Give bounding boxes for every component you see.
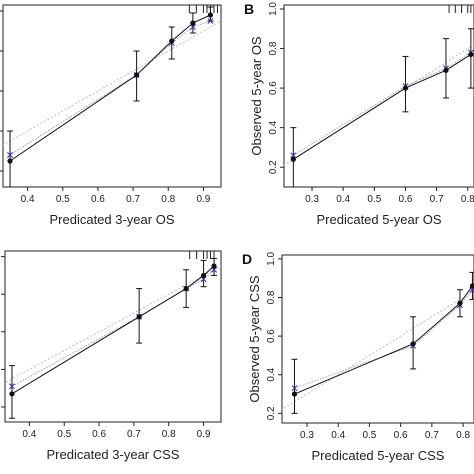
x-tick-label: 0.7 xyxy=(127,429,141,440)
y-tick-label: 0.2 xyxy=(268,160,279,174)
observed-point xyxy=(443,67,449,73)
x-tick-label: 0.8 xyxy=(456,430,470,441)
y-tick-label: 0.4 xyxy=(266,367,277,381)
observed-point xyxy=(183,285,189,292)
observed-point xyxy=(7,158,13,164)
x-tick-label: 0.9 xyxy=(196,194,210,205)
x-tick-label: 0.6 xyxy=(394,430,408,441)
observed-point xyxy=(134,72,140,78)
x-tick-label: 0.4 xyxy=(331,430,345,441)
plot-frame xyxy=(283,4,474,188)
observed-point xyxy=(468,51,474,58)
plot-frame xyxy=(2,4,222,188)
y-tick-label: 1.0 xyxy=(268,2,279,16)
observed-point xyxy=(457,300,463,306)
bias-corrected-point xyxy=(200,276,207,283)
bias-corrected-line xyxy=(11,269,215,387)
x-axis-title: Predicated 3-year OS xyxy=(49,212,174,227)
observed-line xyxy=(293,54,472,160)
observed-line xyxy=(11,265,215,395)
panel-d-5-year-css: 0.3 0.4 0.5 0.6 0.7 0.8 0.2 0.4 0.6 0.8 1.0 Predica… xyxy=(242,251,474,463)
observed-point xyxy=(469,283,474,289)
observed-point xyxy=(291,391,298,397)
x-tick-label: 0.8 xyxy=(461,194,474,205)
x-tick-label: 0.4 xyxy=(21,194,35,205)
x-tick-label: 0.3 xyxy=(305,194,319,205)
ideal-reference-line xyxy=(3,20,221,146)
plot-frame xyxy=(281,254,474,424)
x-tick-label: 0.5 xyxy=(57,429,71,440)
panel-a-3-year-os: 0.4 0.5 0.6 0.7 0.8 0.9 Predicated 3-year OS xyxy=(0,4,222,227)
panel-c-3-year-css: 0.4 0.5 0.6 0.7 0.8 0.9 Predicated 3-year CSS xyxy=(1,250,222,462)
x-tick-label: 0.8 xyxy=(162,429,176,440)
bias-corrected-point xyxy=(8,383,15,390)
bias-corrected-point xyxy=(207,18,214,24)
plot-area xyxy=(5,251,221,419)
bias-corrected-point xyxy=(290,152,297,159)
panel-letter: B xyxy=(244,1,254,17)
y-axis-title: Observed 5-year OS xyxy=(249,36,264,156)
plot-area xyxy=(284,5,474,187)
x-tick-label: 0.7 xyxy=(425,430,439,441)
observed-point xyxy=(9,391,15,397)
observed-point xyxy=(410,341,416,347)
x-tick-label: 0.5 xyxy=(362,430,376,441)
x-tick-label: 0.6 xyxy=(399,194,413,205)
x-tick-label: 0.5 xyxy=(367,194,381,205)
observed-point xyxy=(207,12,214,18)
x-tick-label: 0.6 xyxy=(92,429,106,440)
x-tick-label: 0.9 xyxy=(197,429,211,440)
y-tick-label: 0.2 xyxy=(266,406,277,420)
y-tick-label: 0.8 xyxy=(268,41,279,55)
x-tick-label: 0.5 xyxy=(56,194,70,205)
y-tick-label: 0.6 xyxy=(268,81,279,95)
panel-b-5-year-os: 0.3 0.4 0.5 0.6 0.7 0.8 0.2 0.4 0.6 0.8 1.0 Predica… xyxy=(244,1,474,227)
y-tick-label: 0.8 xyxy=(266,290,277,304)
bias-corrected-point xyxy=(291,385,298,392)
bias-corrected-line xyxy=(294,289,473,389)
bias-corrected-point xyxy=(211,266,218,273)
observed-point xyxy=(136,314,142,320)
observed-point xyxy=(211,263,217,269)
observed-point xyxy=(169,38,175,44)
ideal-reference-line xyxy=(282,290,474,411)
ideal-reference-line xyxy=(5,265,221,384)
bias-corrected-point xyxy=(7,152,14,158)
observed-line xyxy=(294,285,473,395)
x-axis-title: Predicated 3-year CSS xyxy=(47,447,180,462)
y-tick-label: 0.4 xyxy=(268,120,279,134)
y-axis-title: Observed 5-year CSS xyxy=(247,275,262,402)
observed-point xyxy=(200,272,207,279)
x-tick-label: 0.7 xyxy=(126,194,140,205)
ideal-reference-line xyxy=(284,43,474,166)
bias-corrected-line xyxy=(293,52,472,156)
observed-point xyxy=(402,85,409,91)
plot-frame xyxy=(4,250,222,423)
x-tick-label: 0.3 xyxy=(300,430,314,441)
observed-point xyxy=(190,20,196,26)
plot-area xyxy=(282,271,474,414)
x-axis-title: Predicated 5-year OS xyxy=(316,212,441,227)
y-tick-label: 0.6 xyxy=(266,329,277,343)
bias-corrected-line xyxy=(9,20,211,156)
x-tick-label: 0.6 xyxy=(91,194,105,205)
x-axis-title: Predicated 5-year CSS xyxy=(312,448,445,463)
x-tick-label: 0.4 xyxy=(336,194,350,205)
x-tick-label: 0.4 xyxy=(22,429,36,440)
bias-corrected-point xyxy=(469,286,474,293)
plot-area xyxy=(3,5,221,187)
y-tick-label: 1.0 xyxy=(266,251,277,265)
x-tick-label: 0.7 xyxy=(430,194,444,205)
bias-corrected-point xyxy=(189,24,196,30)
x-tick-label: 0.8 xyxy=(161,194,175,205)
panel-letter: D xyxy=(242,251,252,267)
observed-point xyxy=(290,156,296,162)
